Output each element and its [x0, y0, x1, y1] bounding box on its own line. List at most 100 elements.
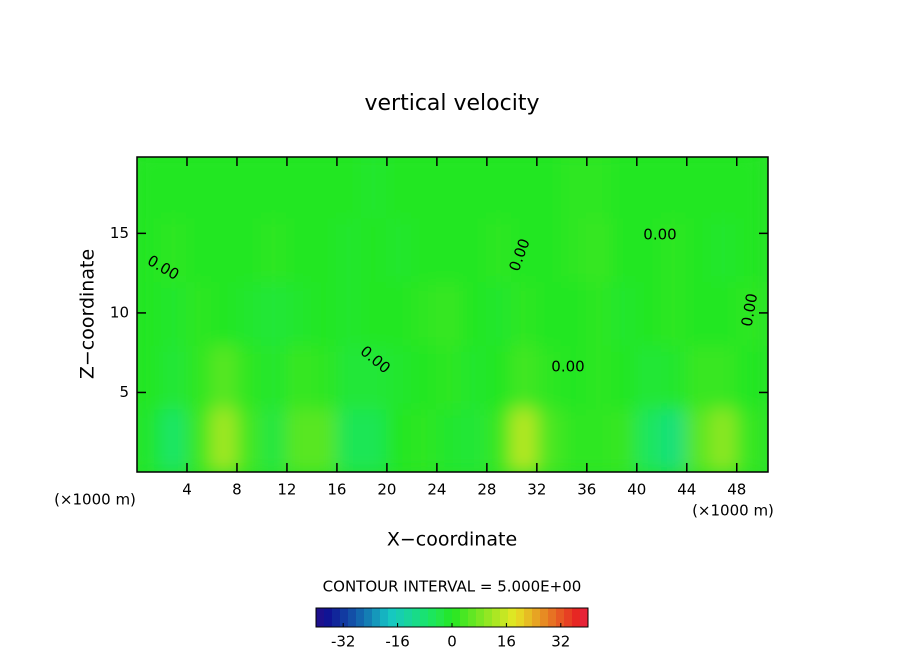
x-tick-label: 48	[727, 481, 746, 499]
colorbar-swatch	[340, 608, 349, 627]
x-tick-label: 32	[527, 481, 546, 499]
field-cell	[435, 216, 463, 283]
colorbar-swatch	[436, 608, 445, 627]
field-cell	[510, 407, 538, 472]
contour-label: 0.00	[738, 292, 762, 328]
field-cell	[560, 157, 588, 219]
field-cell	[710, 280, 738, 346]
field-cell	[510, 343, 538, 410]
field-cell	[137, 157, 163, 219]
colorbar-swatch	[492, 608, 501, 627]
field-cell	[160, 157, 188, 219]
field-cell	[660, 216, 688, 283]
field-cell	[560, 216, 588, 283]
colorbar-swatch	[580, 608, 589, 627]
x-tick-label: 20	[377, 481, 396, 499]
x-tick-label: 4	[182, 481, 192, 499]
field-cell	[410, 216, 438, 283]
field-cell	[235, 343, 263, 410]
x-tick-label: 40	[627, 481, 646, 499]
field-cell	[435, 407, 463, 472]
x-tick-label: 12	[277, 481, 296, 499]
field-cell	[385, 407, 413, 472]
colorbar-tick-label: 16	[497, 633, 516, 651]
field-cell	[310, 407, 338, 472]
field-cell	[285, 343, 313, 410]
field-cell	[360, 407, 388, 472]
colorbar-swatch	[420, 608, 429, 627]
y-tick-label: 10	[110, 303, 129, 321]
field-cell	[510, 216, 538, 283]
contour-label: 0.00	[551, 358, 584, 376]
field-cell	[585, 216, 613, 283]
field-cell	[535, 280, 563, 346]
x-unit-left: (×1000 m)	[54, 491, 136, 509]
colorbar-swatch	[356, 608, 365, 627]
x-axis-label: X−coordinate	[387, 529, 517, 551]
field-cell	[335, 216, 363, 283]
colorbar-swatch	[572, 608, 581, 627]
field-cell	[635, 343, 663, 410]
field-cell	[335, 157, 363, 219]
colorbar-swatch	[556, 608, 565, 627]
field-cell	[735, 157, 763, 219]
colorbar-swatch	[452, 608, 461, 627]
field-cell	[360, 216, 388, 283]
colorbar-swatch	[388, 608, 397, 627]
field-cell	[410, 407, 438, 472]
field-cell	[710, 343, 738, 410]
x-tick-label: 24	[427, 481, 446, 499]
field-cell	[260, 343, 288, 410]
field-cell	[485, 343, 513, 410]
field-cell	[310, 280, 338, 346]
colorbar-swatch	[348, 608, 357, 627]
field-cell	[610, 216, 638, 283]
field-cell	[460, 216, 488, 283]
colorbar-swatch	[404, 608, 413, 627]
field-cell	[210, 157, 238, 219]
colorbar-swatch	[428, 608, 437, 627]
field-cell	[210, 216, 238, 283]
field-cell	[160, 216, 188, 283]
y-tick-label: 15	[110, 224, 129, 242]
colorbar-swatch	[316, 608, 325, 627]
field-cell	[535, 343, 563, 410]
colorbar-swatch	[540, 608, 549, 627]
field-cell	[235, 157, 263, 219]
field-cell	[185, 407, 213, 472]
field-cell	[460, 157, 488, 219]
x-tick-label: 44	[677, 481, 696, 499]
colorbar-tick-label: 32	[551, 633, 570, 651]
field-cell	[585, 280, 613, 346]
field-cell	[585, 343, 613, 410]
field-cell	[235, 216, 263, 283]
field-cell	[435, 343, 463, 410]
field-cell	[410, 280, 438, 346]
field-cell	[285, 280, 313, 346]
colorbar-swatch	[412, 608, 421, 627]
field-cell	[410, 343, 438, 410]
field-cell	[185, 343, 213, 410]
field-cell	[710, 157, 738, 219]
field-cell	[635, 157, 663, 219]
field-cell	[210, 407, 238, 472]
field-cell	[235, 280, 263, 346]
field-cell	[385, 343, 413, 410]
field-cell	[137, 407, 163, 472]
field-cell	[335, 407, 363, 472]
field-cell	[385, 280, 413, 346]
field-cell	[735, 216, 763, 283]
field-cell	[285, 157, 313, 219]
colorbar-swatch	[444, 608, 453, 627]
field-cell	[510, 280, 538, 346]
colorbar-swatch	[524, 608, 533, 627]
field-cell	[685, 407, 713, 472]
field-cell	[260, 157, 288, 219]
field-cell	[635, 280, 663, 346]
colorbar-swatch	[396, 608, 405, 627]
field-cell	[435, 280, 463, 346]
colorbar-swatch	[332, 608, 341, 627]
field-cell	[585, 157, 613, 219]
field-cell	[510, 157, 538, 219]
colorbar-swatch	[460, 608, 469, 627]
